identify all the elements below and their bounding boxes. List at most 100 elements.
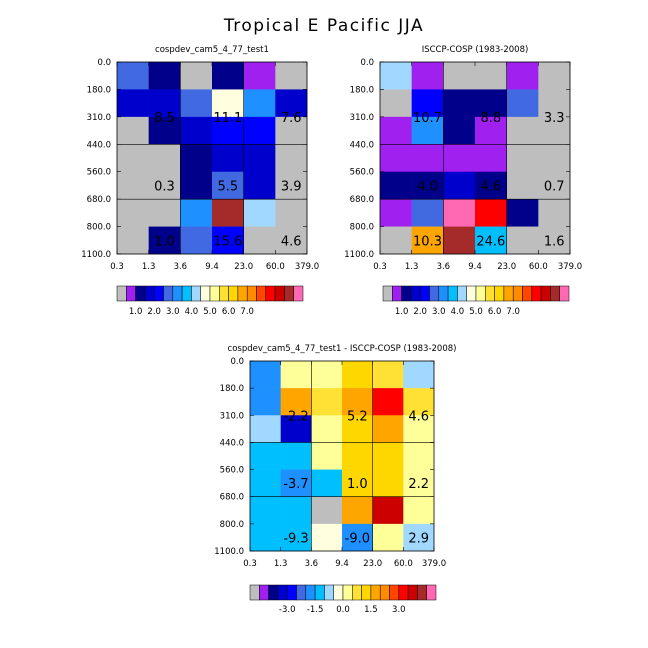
y-tick-label: 310.0: [220, 411, 244, 421]
heatmap-cell: [180, 89, 213, 118]
y-tick-label: 560.0: [87, 168, 111, 178]
heatmap-cell: [311, 361, 343, 389]
colorbar-label: 2.0: [413, 307, 427, 317]
heatmap-cell: [250, 523, 281, 552]
colorbar-swatch: [550, 285, 560, 302]
heatmap-cell: [538, 89, 571, 118]
heatmap-cell: [372, 442, 404, 470]
colorbar-swatch: [274, 285, 285, 302]
panel-title: ISCCP-COSP (1983-2008): [422, 45, 529, 55]
y-tick-label: 310.0: [87, 113, 111, 123]
heatmap-cell: [443, 171, 476, 200]
heatmap-cell: [403, 361, 435, 389]
colorbar-label: 7.0: [240, 307, 254, 317]
heatmap-cell: [342, 415, 373, 443]
colorbar-swatch: [503, 285, 514, 302]
heatmap-cell: [212, 171, 244, 200]
heatmap-cell: [411, 199, 444, 227]
colorbar-label: 4.0: [185, 307, 199, 317]
colorbar-label: 3.0: [432, 307, 446, 317]
heatmap-cell: [372, 469, 404, 498]
y-tick-label: 180.0: [350, 85, 374, 95]
colorbar-swatch: [540, 285, 551, 302]
colorbar-swatch: [392, 285, 402, 302]
panels-group: cospdev_cam5_4_77_test1 0.0 180.0 310.0 440.…: [81, 45, 582, 615]
heatmap-cell: [411, 171, 444, 200]
heatmap-cell: [212, 199, 244, 227]
heatmap-cell: [443, 199, 476, 227]
group-value-label: 3.3: [544, 111, 565, 126]
group-value-label: -9.3: [283, 531, 308, 546]
heatmap-cell: [243, 89, 276, 118]
colorbar-swatch: [352, 584, 362, 601]
colorbar-swatch: [277, 584, 288, 601]
heatmap-cells: [117, 62, 308, 255]
colorbar-label: 7.0: [506, 307, 520, 317]
heatmap-cell: [117, 116, 149, 145]
colorbar-swatch: [237, 285, 248, 302]
heatmap-cell: [311, 496, 343, 525]
colorbar-label: 6.0: [488, 307, 502, 317]
heatmap-cell: [372, 523, 404, 552]
heatmap-cell: [538, 226, 571, 255]
y-tick-label: 310.0: [350, 113, 374, 123]
colorbar-label: -3.0: [279, 605, 296, 615]
group-value-label: 8.8: [480, 111, 501, 126]
x-tick-label: 60.0: [394, 559, 413, 569]
colorbar-swatch: [333, 584, 344, 601]
colorbar-swatch: [296, 584, 307, 601]
colorbar-swatch: [249, 584, 260, 601]
colorbar-swatch: [419, 285, 430, 302]
colorbar-swatch: [429, 285, 440, 302]
x-tick-label: 23.0: [234, 262, 253, 272]
heatmap-cell: [411, 116, 444, 145]
heatmap-cell: [243, 199, 276, 227]
group-value-label: 2.2: [408, 477, 429, 492]
group-value-label: 10.7: [413, 111, 442, 126]
heatmap-cell: [180, 116, 213, 145]
x-tick-label: 379.0: [558, 262, 582, 272]
heatmap-cell: [180, 199, 213, 227]
heatmap-cell: [380, 226, 412, 255]
heatmap-cell: [380, 199, 412, 227]
colorbar-label: -1.5: [307, 605, 324, 615]
heatmap-cell: [180, 144, 213, 173]
heatmap-cell: [403, 496, 435, 525]
group-value-label: 4.0: [417, 179, 438, 194]
colorbar-swatch: [256, 285, 267, 302]
heatmap-cell: [380, 62, 412, 90]
heatmap-cell: [506, 116, 539, 145]
x-tick-label: 23.0: [497, 262, 516, 272]
y-tick-label: 560.0: [350, 168, 374, 178]
colorbar-swatch: [466, 285, 477, 302]
heatmap-cell: [117, 89, 149, 118]
colorbar-swatch: [485, 285, 495, 302]
colorbar-swatch: [522, 285, 533, 302]
heatmap-cell: [342, 361, 373, 389]
heatmap-cell: [212, 116, 244, 145]
y-tick-label: 0.0: [97, 58, 111, 68]
y-tick-label: 180.0: [87, 85, 111, 95]
heatmap-cell: [243, 171, 276, 200]
x-tick-label: 3.6: [305, 559, 319, 569]
colorbar-swatch: [370, 584, 381, 601]
group-value-label: -3.7: [283, 477, 308, 492]
heatmap-cell: [148, 171, 181, 200]
heatmap-cell: [280, 523, 312, 552]
panel-1: cospdev_cam5_4_77_test1 0.0 180.0 310.0 440.…: [81, 45, 319, 317]
heatmap-cell: [243, 116, 276, 145]
panel-3: cospdev_cam5_4_77_test1 - ISCCP-COSP (19…: [214, 344, 456, 615]
heatmap-cell: [443, 89, 476, 118]
colorbar-label: 1.0: [129, 307, 143, 317]
colorbar-swatch: [512, 285, 523, 302]
heatmap-cell: [250, 415, 281, 443]
colorbar-label: 3.0: [166, 307, 180, 317]
colorbar-label: 5.0: [469, 307, 483, 317]
x-tick-label: 3.6: [437, 262, 451, 272]
colorbar-swatch: [410, 285, 421, 302]
heatmap-cell: [311, 469, 343, 498]
colorbar-swatch: [200, 285, 211, 302]
heatmap-cell: [212, 89, 244, 118]
heatmap-cell: [311, 415, 343, 443]
colorbar-swatch: [246, 285, 257, 302]
